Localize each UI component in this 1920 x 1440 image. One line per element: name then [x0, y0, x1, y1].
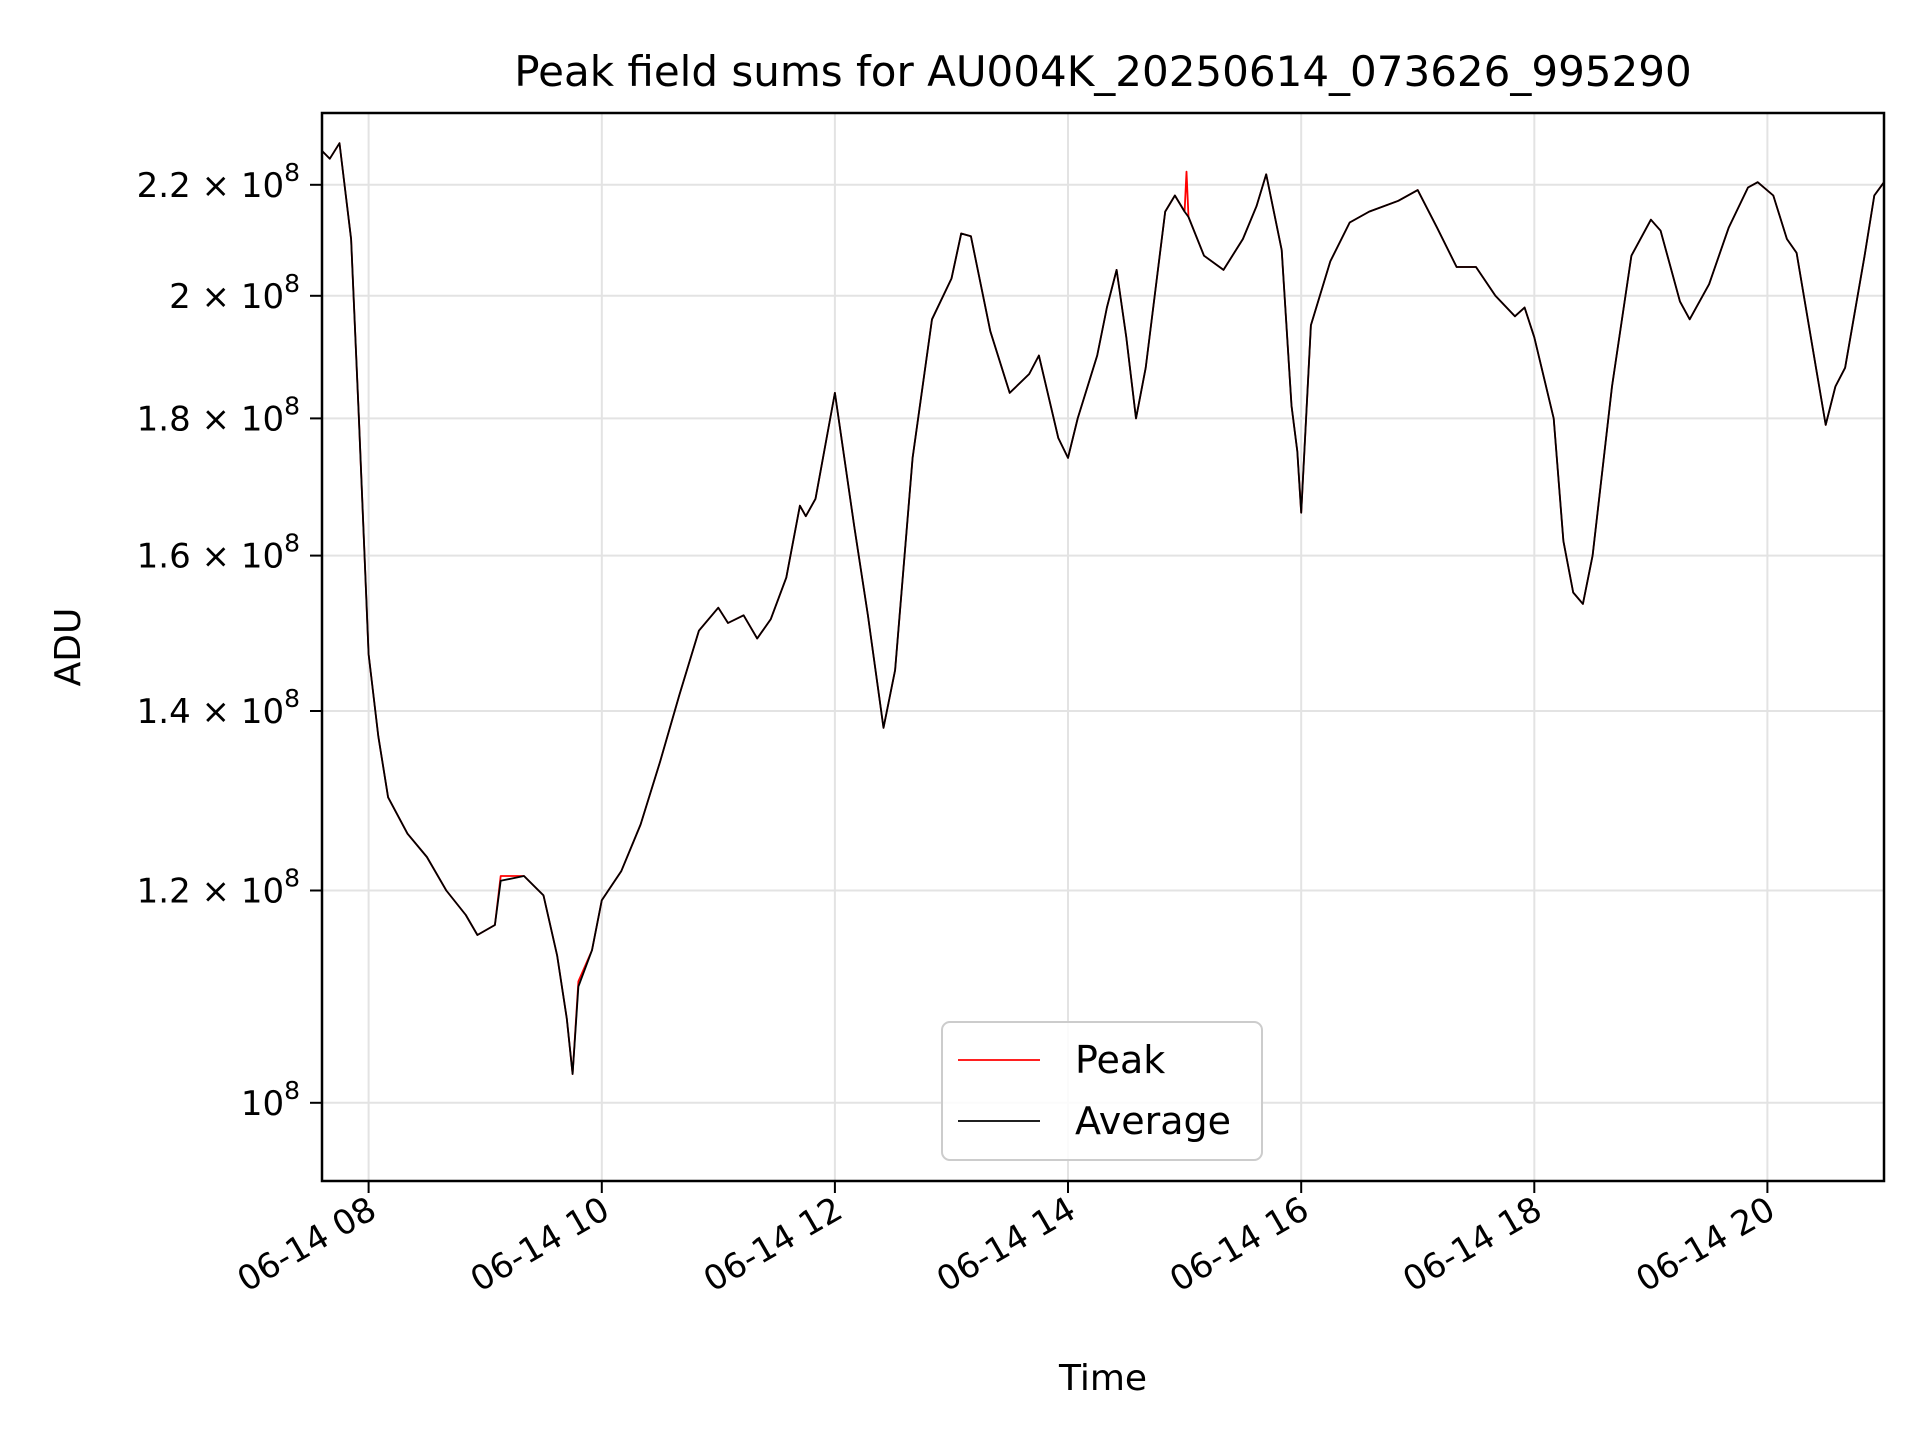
series-layer — [322, 142, 1884, 1075]
y-tick-label: 1.8 × 108 — [137, 391, 300, 439]
y-tick-label: 2 × 108 — [169, 269, 300, 317]
legend-label-peak: Peak — [1075, 1038, 1165, 1082]
x-axis-label: Time — [1058, 1358, 1147, 1399]
y-axis: 108 1.2 × 108 1.4 × 108 1.6 × 108 1.8 × 108 2… — [137, 158, 322, 1124]
y-tick-label: 108 — [241, 1076, 300, 1124]
y-tick-label: 2.2 × 108 — [137, 158, 300, 206]
series-line-average — [322, 142, 1884, 1075]
legend: Peak Average — [941, 1021, 1263, 1161]
chart-title: Peak field sums for AU004K_20250614_0736… — [514, 47, 1691, 96]
plot-frame — [320, 111, 1886, 1183]
y-tick-label: 1.6 × 108 — [137, 529, 300, 577]
legend-label-average: Average — [1075, 1099, 1231, 1143]
gridlines — [322, 113, 1884, 1181]
y-axis-label: ADU — [48, 608, 89, 687]
y-tick-label: 1.2 × 108 — [137, 864, 300, 912]
legend-box — [941, 1021, 1263, 1161]
y-tick-label: 1.4 × 108 — [137, 684, 300, 732]
